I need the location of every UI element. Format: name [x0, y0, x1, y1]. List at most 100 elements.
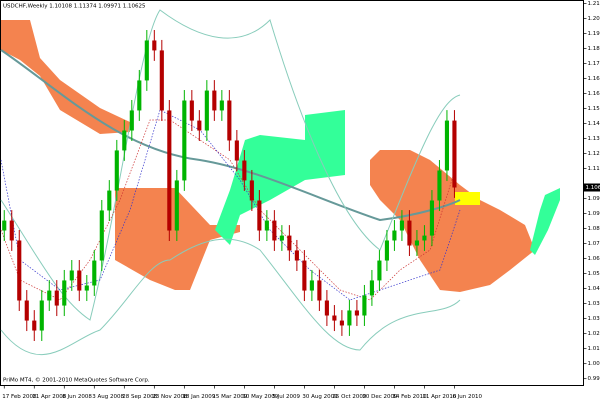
candle-body: [77, 270, 82, 291]
candle-body: [234, 140, 239, 161]
y-tick-label: 1.09990: [588, 196, 600, 202]
y-tick-label: 0.99670: [588, 376, 600, 382]
candle-body: [137, 80, 142, 111]
candle-body: [47, 290, 52, 301]
cloud: [1, 20, 130, 134]
candle-body: [362, 295, 367, 316]
candle-body: [9, 220, 14, 241]
candle-body: [122, 130, 127, 151]
candle-body: [452, 120, 457, 188]
candle-body: [384, 240, 389, 261]
y-tick-label: 1.04830: [588, 286, 600, 292]
candle-body: [392, 230, 397, 241]
y-tick-label: 1.14290: [588, 121, 600, 127]
candle-body: [107, 190, 112, 211]
x-tick-label: 20 Dec 2009: [362, 394, 398, 400]
candle-body: [332, 315, 337, 321]
candle-body: [264, 220, 269, 231]
y-tick-label: 1.16010: [588, 91, 600, 97]
candle-body: [32, 320, 37, 331]
candle-body: [62, 280, 67, 306]
y-tick-label: 1.03110: [588, 316, 600, 322]
y-tick-label: 1.15150: [588, 106, 600, 112]
candle-body: [197, 120, 202, 131]
last-price-box: [583, 183, 600, 192]
candle-body: [369, 280, 374, 296]
candle-body: [24, 300, 29, 321]
y-tick-label: 1.03970: [588, 301, 600, 307]
y-tick-label: 1.19450: [588, 31, 600, 37]
candle-body: [287, 235, 292, 251]
x-tick-label: 25 Oct 2009: [332, 394, 367, 400]
cloud-overlap: [455, 192, 480, 205]
cloud: [215, 110, 345, 245]
x-tick-label: 3 Aug 2008: [92, 394, 124, 400]
y-tick-label: 1.09130: [588, 211, 600, 217]
candle-body: [354, 310, 359, 316]
candle-body: [249, 180, 254, 201]
bollinger-band: [0, 238, 461, 356]
candle-body: [444, 120, 450, 171]
candle-body: [422, 235, 427, 241]
candle-body: [92, 260, 97, 286]
y-tick-label: 1.07410: [588, 241, 600, 247]
x-tick-label: 28 Sep 2008: [122, 394, 157, 400]
cloud: [115, 188, 240, 290]
candle-body: [152, 40, 157, 51]
kijun-line: [0, 109, 461, 301]
x-tick-label: 6 Jun 2010: [452, 394, 482, 400]
x-tick-label: 5 Jul 2009: [272, 394, 300, 400]
x-tick-label: 15 Mar 2009: [212, 394, 247, 400]
candle-body: [302, 260, 307, 291]
x-tick-label: 30 Aug 2009: [302, 394, 338, 400]
x-tick-label: 14 Feb 2010: [392, 394, 427, 400]
y-tick-label: 1.11710: [588, 166, 600, 172]
candle-body: [174, 180, 179, 231]
y-tick-label: 1.17730: [588, 61, 600, 67]
x-tick-label: 18 Jan 2009: [182, 394, 215, 400]
x-tick-label: 17 Feb 2008: [2, 394, 37, 400]
plot-frame: [0, 0, 584, 386]
candle-body: [114, 150, 119, 191]
cloud: [530, 188, 560, 255]
candle-body: [429, 200, 434, 236]
candle-body: [69, 270, 74, 281]
candle-body: [182, 100, 187, 181]
candle-body: [159, 50, 164, 111]
candle-body: [347, 310, 352, 326]
candle-body: [294, 250, 299, 261]
y-tick-label: 1.01390: [588, 346, 600, 352]
candle-body: [339, 320, 344, 326]
candle-body: [317, 280, 322, 301]
y-tick-label: 1.05690: [588, 271, 600, 277]
candle-body: [437, 170, 442, 201]
candle-body: [144, 40, 149, 81]
candle-body: [212, 90, 217, 111]
candle-body: [272, 220, 277, 241]
y-tick-label: 1.06550: [588, 256, 600, 262]
candle-body: [242, 160, 247, 181]
last-price-label: 1.10625: [586, 185, 600, 191]
chart-title: USDCHF,Weekly 1.10108 1.11374 1.09971 1.…: [3, 4, 146, 10]
candle-body: [39, 300, 44, 331]
candle-body: [309, 280, 314, 291]
cloud: [370, 150, 535, 292]
candle-body: [17, 240, 22, 301]
candle-body: [414, 240, 419, 246]
candle-body: [54, 290, 59, 306]
candle-body: [99, 210, 104, 261]
candle-body: [279, 235, 284, 241]
candle-body: [377, 260, 382, 281]
candle-body: [227, 100, 232, 141]
candle-body: [189, 100, 194, 121]
y-tick-label: 1.18590: [588, 46, 600, 52]
candle-body: [324, 300, 329, 316]
x-tick-label: 23 Nov 2008: [152, 394, 188, 400]
y-tick-label: 1.00530: [588, 361, 600, 367]
tenkan-line: [0, 119, 456, 301]
x-tick-label: 11 Apr 2010: [422, 394, 457, 400]
candle-body: [167, 110, 172, 231]
y-tick-label: 1.08270: [588, 226, 600, 232]
